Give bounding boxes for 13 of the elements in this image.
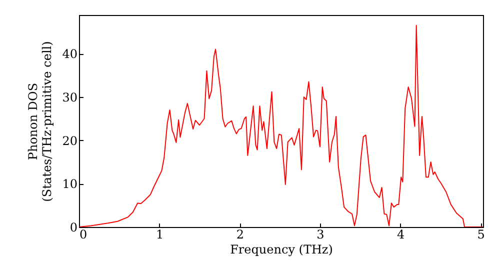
x-tick-label: 4 <box>396 228 405 242</box>
y-tick-label: 30 <box>62 90 78 104</box>
y-tick-label: 20 <box>62 134 78 148</box>
x-tick-label: 2 <box>236 228 244 242</box>
x-tick-label: 0 <box>80 228 88 242</box>
x-tick-label: 5 <box>477 228 485 242</box>
x-tick-label: 3 <box>316 228 324 242</box>
y-tick-label: 10 <box>62 177 78 192</box>
line-series <box>79 24 483 227</box>
x-tick-label: 1 <box>156 228 164 242</box>
y-axis-title: Phonon DOS (States/THz·primitive cell) <box>26 41 54 202</box>
x-axis-title: Frequency (THz) <box>230 242 333 256</box>
y-tick-label: 40 <box>62 47 78 62</box>
